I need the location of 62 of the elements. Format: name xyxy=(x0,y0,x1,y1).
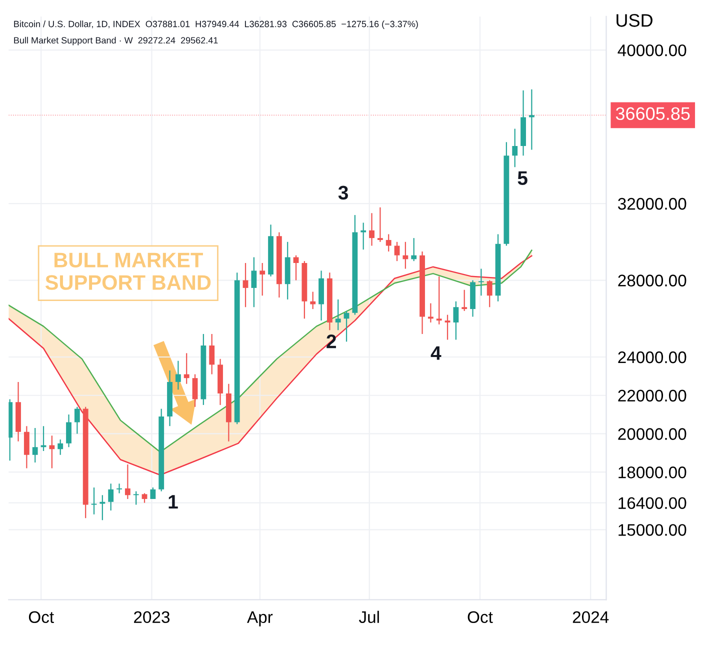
candlestick xyxy=(142,492,148,504)
candlestick xyxy=(386,234,392,252)
candlestick xyxy=(428,302,434,324)
y-tick-label: 15000.00 xyxy=(618,524,686,536)
candlestick xyxy=(209,333,215,375)
y-tick-label: 24000.00 xyxy=(618,351,686,364)
y-tick-label: 20000.00 xyxy=(618,428,686,440)
candlestick xyxy=(108,483,114,512)
x-tick-label: Oct xyxy=(28,611,54,624)
annotation: 4 xyxy=(430,346,442,360)
candlestick xyxy=(49,435,55,469)
annotation: 3 xyxy=(338,186,348,200)
ref-line-label: 36605.85 xyxy=(616,107,690,120)
y-tick-label: 16400.00 xyxy=(618,497,686,510)
candlestick xyxy=(369,212,374,246)
y-tick-label: 40000.00 xyxy=(618,44,686,56)
candlestick xyxy=(453,300,459,340)
y-tick-label: 28000.00 xyxy=(618,274,686,286)
candlestick xyxy=(335,298,341,331)
candlestick xyxy=(175,360,181,390)
candlestick xyxy=(394,241,400,262)
candlestick xyxy=(444,314,450,340)
candlestick xyxy=(293,254,299,281)
candlestick xyxy=(124,464,130,500)
candlestick xyxy=(411,238,417,262)
candlestick xyxy=(478,268,484,296)
candlestick xyxy=(462,289,468,312)
candlestick xyxy=(377,206,383,242)
candlestick xyxy=(402,241,408,270)
x-tick-label: Apr xyxy=(247,611,273,626)
candlestick xyxy=(74,406,80,434)
candlestick xyxy=(32,427,38,464)
candlestick xyxy=(436,276,442,325)
chart-title: Bitcoin / U.S. Dollar, 1D, INDEX O37881.01 H37949.44 L36281.93 C36605.85 −1275.16 (−3.37%) xyxy=(14,20,418,29)
y-tick-label: 22000.00 xyxy=(618,390,686,402)
annotation: BULL MARKET SUPPORT BAND xyxy=(45,252,211,290)
x-tick-label: 2024 xyxy=(572,611,609,624)
candlestick xyxy=(66,414,72,448)
y-tick-label: 18000.00 xyxy=(618,466,686,478)
candlestick xyxy=(192,374,198,408)
text: Bull Market Support Band · W 29272.24 29562.41 xyxy=(14,36,218,46)
annotation: 1 xyxy=(168,495,178,508)
x-tick-label: Oct xyxy=(468,611,493,624)
candlestick xyxy=(100,494,106,521)
candlestick xyxy=(242,262,248,308)
candlestick xyxy=(116,483,122,494)
candlestick xyxy=(260,262,266,296)
candlestick xyxy=(150,486,156,500)
candlestick xyxy=(360,222,366,250)
candlestick xyxy=(133,490,139,506)
x-tick-label: Jul xyxy=(358,610,379,624)
candlestick xyxy=(251,256,257,308)
candlestick xyxy=(528,88,534,150)
candlestick xyxy=(24,426,30,469)
y-axis-title: USD xyxy=(616,14,652,27)
x-tick-label: 2023 xyxy=(134,611,170,624)
candlestick xyxy=(486,280,492,308)
y-tick-label: 32000.00 xyxy=(618,198,686,210)
candlestick xyxy=(58,438,64,456)
candlestick xyxy=(184,352,190,384)
annotation: 5 xyxy=(518,171,528,185)
candlestick xyxy=(512,128,518,168)
